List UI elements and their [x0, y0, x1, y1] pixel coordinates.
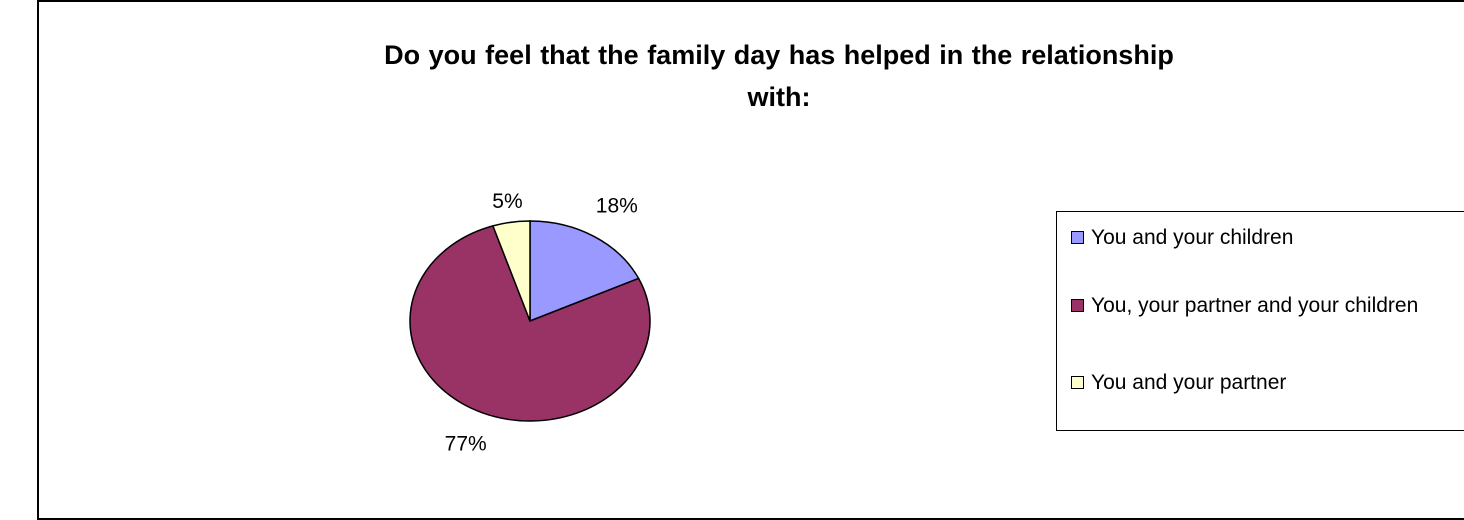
chart-title: Do you feel that the family day has help…	[37, 34, 1464, 118]
data-label-children: 18%	[596, 195, 638, 218]
slice-you-and-your-children	[529, 220, 640, 323]
data-label-partner-children: 77%	[445, 432, 487, 455]
slice-you-your-partner-and-your-children	[409, 224, 651, 422]
legend-label-partner: You and your partner	[1091, 371, 1287, 394]
slice-you-and-your-partner	[491, 220, 531, 322]
legend-item-partner-children: You, your partner and your children	[1071, 292, 1464, 319]
chart-title-line-1: Do you feel that the family day has help…	[384, 40, 1174, 70]
legend-item-children: You and your children	[1071, 224, 1464, 251]
legend-swatch-partner-children	[1071, 299, 1084, 312]
legend-swatch-children	[1071, 231, 1084, 244]
legend-item-partner: You and your partner	[1071, 369, 1464, 396]
legend: You and your children You, your partner …	[1056, 211, 1464, 431]
legend-label-partner-children: You, your partner and your children	[1091, 294, 1419, 317]
data-label-partner: 5%	[492, 190, 522, 213]
chart-title-line-2: with:	[747, 82, 811, 112]
legend-label-children: You and your children	[1091, 226, 1294, 249]
legend-swatch-partner	[1071, 376, 1084, 389]
